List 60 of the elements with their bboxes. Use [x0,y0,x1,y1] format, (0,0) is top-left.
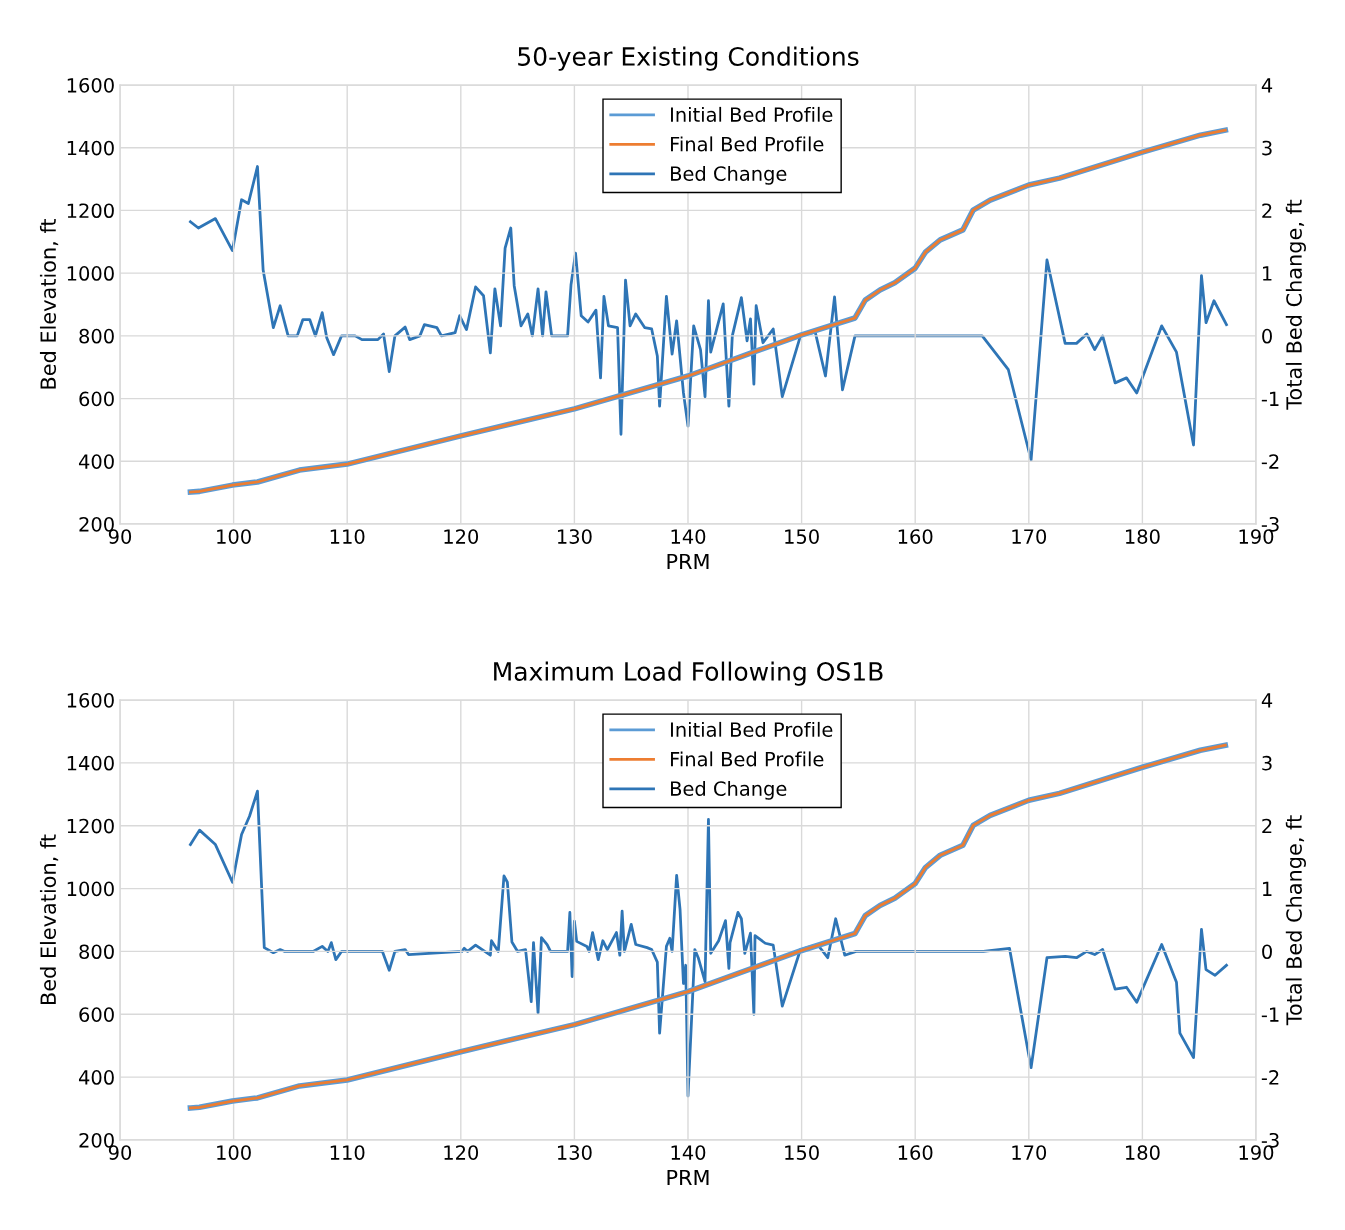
y2-axis-title: Total Bed Change, ft [1285,815,1306,1026]
y-tick-label: 1400 [67,140,114,156]
y-axis-title: Bed Elevation, ft [39,218,59,389]
x-tick-label: 150 [785,529,819,544]
legend-label: Bed Change [671,165,787,185]
legend-label: Bed Change [671,780,787,800]
x-tick-label: 160 [898,1145,933,1160]
x-tick-label: 120 [444,1145,479,1160]
x-tick-label: 110 [330,529,365,544]
x-tick-label: 180 [1125,529,1160,544]
y-tick-label: 600 [79,1007,114,1022]
y-tick-label: 1200 [67,203,114,219]
y-tick-label: 600 [79,391,114,407]
x-tick-label: 180 [1125,1145,1160,1160]
x-tick-label: 170 [1012,1145,1047,1160]
y2-tick-label: 3 [1262,140,1272,156]
y2-tick-label: 4 [1261,78,1273,93]
y2-tick-label: 0 [1262,328,1272,344]
y2-tick-label: -2 [1261,1070,1279,1085]
x-tick-label: 130 [557,529,592,544]
chart-title: Maximum Load Following OS1B [494,661,883,686]
y-tick-label: 1000 [67,266,114,281]
y2-tick-label: 4 [1261,693,1273,708]
y-tick-label: 400 [78,454,114,469]
y-tick-label: 1200 [67,818,114,834]
y2-tick-label: 2 [1262,818,1272,834]
x-tick-label: 160 [898,529,933,544]
x-tick-label: 100 [217,529,251,544]
y2-tick-label: -1 [1261,391,1279,406]
y-tick-label: 1400 [67,755,114,771]
y-tick-label: 1600 [67,692,114,708]
y2-tick-label: 1 [1263,266,1272,281]
x-tick-label: 140 [671,529,706,544]
x-tick-label: 110 [330,1145,365,1160]
legend-label: Final Bed Profile [671,751,824,767]
x-tick-label: 150 [785,1145,819,1160]
x-tick-label: 170 [1012,529,1047,544]
x-tick-label: 130 [557,1145,592,1160]
y-tick-label: 800 [79,944,114,960]
y-tick-label: 400 [78,1070,114,1085]
y2-tick-label: 3 [1262,755,1272,771]
y2-tick-label: 2 [1262,203,1272,218]
y-tick-label: 1000 [67,881,114,897]
y2-axis-title: Total Bed Change, ft [1285,199,1306,410]
chart-title: 50-year Existing Conditions [518,46,859,71]
legend-label: Initial Bed Profile [671,106,833,122]
legend-label: Initial Bed Profile [671,721,833,737]
x-axis-title: PRM [667,553,709,570]
y-tick-label: 1600 [67,77,114,93]
y2-tick-label: 0 [1262,944,1272,960]
x-axis-title: PRM [667,1169,709,1186]
x-tick-label: 120 [444,529,479,544]
y-tick-label: 800 [79,328,114,344]
y-axis-title: Bed Elevation, ft [39,834,59,1005]
y2-tick-label: 1 [1263,881,1272,896]
legend-label: Final Bed Profile [671,136,824,152]
y2-tick-label: -1 [1261,1007,1279,1022]
x-tick-label: 140 [671,1145,706,1160]
x-tick-label: 100 [217,1145,251,1160]
y2-tick-label: -2 [1261,454,1279,469]
